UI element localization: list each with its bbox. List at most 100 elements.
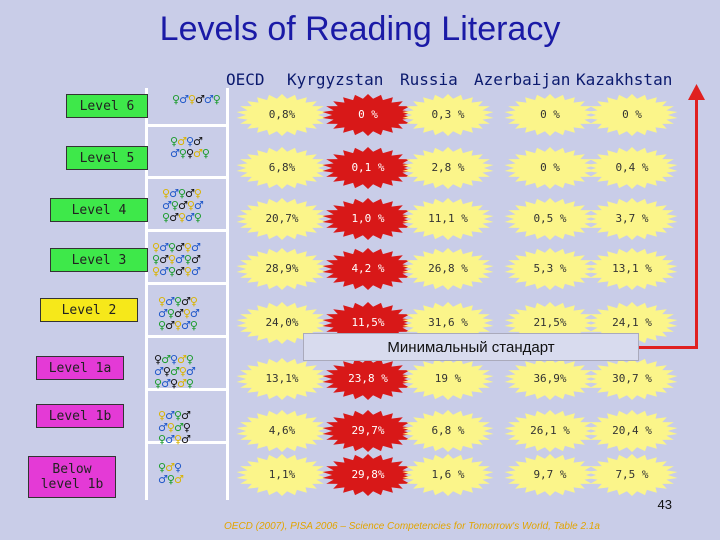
person-figure-icon: ♀: [187, 93, 196, 106]
starburst-yellow-icon: [402, 147, 494, 189]
level-label-3: Level 3: [50, 248, 148, 272]
starburst-yellow-icon: [504, 410, 596, 452]
value-text: 0,4 %: [615, 161, 649, 174]
level-label-below-1b: Below level 1b: [28, 456, 116, 498]
starburst-yellow-icon: [586, 410, 678, 452]
arrow-horizontal: [636, 346, 698, 349]
value-text: 29,8%: [351, 468, 385, 481]
value-text: 0 %: [540, 161, 560, 174]
person-figure-icon: ♀: [172, 93, 180, 106]
value-cell: 20,7%: [234, 196, 330, 242]
value-text: 11,1 %: [428, 212, 468, 225]
starburst-yellow-icon: [504, 454, 596, 496]
starburst-yellow-icon: [504, 248, 596, 290]
page-number: 43: [657, 497, 672, 512]
minimum-standard-label: Минимальный стандарт: [303, 333, 639, 361]
starburst-yellow-icon: [402, 94, 494, 136]
value-cell: 26,8 %: [400, 246, 496, 292]
value-text: 1,6 %: [431, 468, 465, 481]
value-cell: 1,0 %: [320, 196, 416, 242]
value-text: 5,3 %: [533, 262, 567, 275]
value-cell: 23,8 %: [320, 356, 416, 402]
value-cell: 29,7%: [320, 408, 416, 454]
value-text: 6,8 %: [431, 424, 465, 437]
value-text: 0,5 %: [533, 212, 567, 225]
figure-group-level-1a: ♀♂♀♂♀ ♂♀♂♀♂ ♀♂♀♂♀: [154, 353, 196, 390]
value-text: 24,1 %: [612, 316, 652, 329]
starburst-yellow-icon: [586, 198, 678, 240]
value-cell: 30,7 %: [584, 356, 680, 402]
value-text: 29,7%: [351, 424, 385, 437]
value-text: 1,1%: [268, 468, 296, 481]
value-text: 26,8 %: [428, 262, 468, 275]
source-citation: OECD (2007), PISA 2006 – Science Compete…: [224, 521, 600, 532]
value-cell: 0,5 %: [502, 196, 598, 242]
value-cell: 0 %: [502, 145, 598, 191]
ladder-rung: [145, 229, 229, 232]
column-header-russia: Russia: [400, 70, 458, 89]
starburst-yellow-icon: [236, 358, 328, 400]
value-text: 2,8 %: [431, 161, 465, 174]
ladder-rung: [145, 124, 229, 127]
starburst-yellow-icon: [586, 94, 678, 136]
ladder-rail-right: [226, 88, 229, 500]
ladder-rung: [145, 282, 229, 285]
value-text: 31,6 %: [428, 316, 468, 329]
starburst-yellow-icon: [586, 147, 678, 189]
level-label-1b: Level 1b: [36, 404, 124, 428]
value-cell: 11,1 %: [400, 196, 496, 242]
starburst-yellow-icon: [402, 248, 494, 290]
starburst-yellow-icon: [586, 358, 678, 400]
value-cell: 0,3 %: [400, 92, 496, 138]
value-cell: 0 %: [320, 92, 416, 138]
starburst-yellow-icon: [236, 94, 328, 136]
page-title: Levels of Reading Literacy: [159, 10, 561, 48]
value-text: 23,8 %: [348, 372, 388, 385]
value-text: 7,5 %: [615, 468, 649, 481]
starburst-red-icon: [322, 358, 414, 400]
value-text: 28,9%: [265, 262, 299, 275]
value-cell: 1,1%: [234, 452, 330, 498]
value-text: 21,5%: [533, 316, 567, 329]
starburst-red-icon: [322, 248, 414, 290]
value-cell: 0 %: [502, 92, 598, 138]
value-cell: 9,7 %: [502, 452, 598, 498]
figure-group-level-1b: ♀♂♀♂ ♂♀♂♀ ♀♂♀♂: [158, 409, 191, 446]
person-figure-icon: ♂: [203, 93, 214, 106]
figure-group-below-1b: ♀♂♀ ♂♀♂: [158, 461, 184, 486]
value-cell: 7,5 %: [584, 452, 680, 498]
person-figure-icon: ♂: [179, 93, 189, 106]
level-label-2: Level 2: [40, 298, 138, 322]
value-text: 13,1 %: [612, 262, 652, 275]
value-cell: 4,6%: [234, 408, 330, 454]
starburst-red-icon: [322, 454, 414, 496]
value-text: 0,1 %: [351, 161, 385, 174]
value-text: 19 %: [434, 372, 462, 385]
ladder-rail-left: [145, 88, 148, 500]
starburst-yellow-icon: [402, 410, 494, 452]
level-label-6: Level 6: [66, 94, 148, 118]
value-cell: 6,8%: [234, 145, 330, 191]
person-figure-icon: ♀: [212, 93, 221, 106]
value-cell: 1,6 %: [400, 452, 496, 498]
figure-group-level-3: ♀♂♀♂♀♂ ♀♂♀♂♀♂ ♀♂♀♂♀♂: [152, 241, 201, 278]
value-text: 20,7%: [265, 212, 299, 225]
ladder-rung: [145, 176, 229, 179]
value-text: 30,7 %: [612, 372, 652, 385]
starburst-yellow-icon: [236, 147, 328, 189]
ladder-rung: [145, 335, 229, 338]
value-text: 24,0%: [265, 316, 299, 329]
value-text: 20,4 %: [612, 424, 652, 437]
figure-group-level-5: ♀♂♀♂ ♂♀♀♂♀: [170, 135, 210, 160]
value-cell: 29,8%: [320, 452, 416, 498]
value-text: 26,1 %: [530, 424, 570, 437]
starburst-yellow-icon: [402, 454, 494, 496]
value-text: 1,0 %: [351, 212, 385, 225]
value-cell: 19 %: [400, 356, 496, 402]
value-cell: 6,8 %: [400, 408, 496, 454]
ladder-rung: [145, 388, 229, 391]
column-header-azerbaijan: Azerbaijan: [474, 70, 571, 89]
value-text: 36,9%: [533, 372, 567, 385]
starburst-yellow-icon: [236, 248, 328, 290]
starburst-yellow-icon: [504, 198, 596, 240]
